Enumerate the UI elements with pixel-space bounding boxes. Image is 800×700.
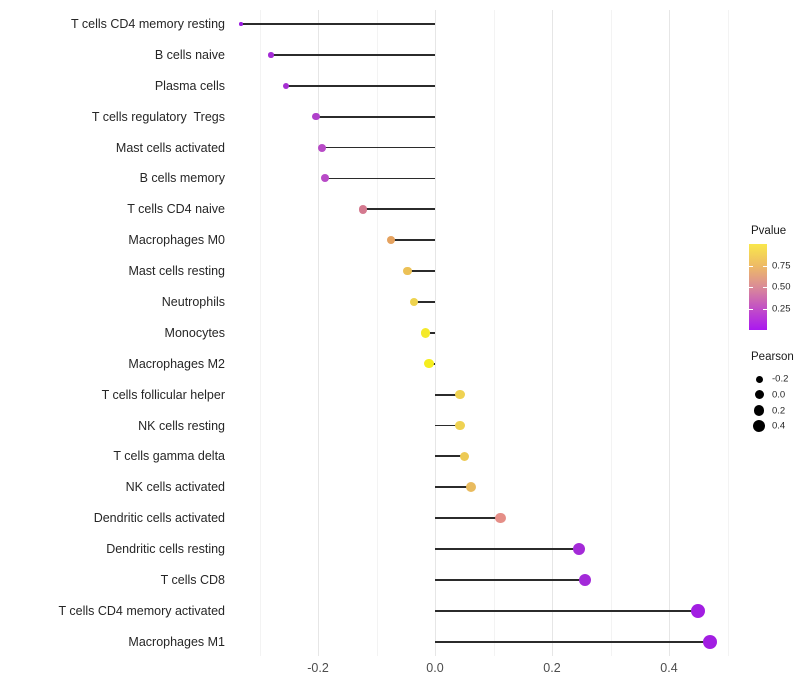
x-axis-tick-label: -0.2 <box>307 661 329 675</box>
y-axis-label: Dendritic cells activated <box>93 511 225 526</box>
lollipop-point <box>358 205 368 214</box>
lollipop-point <box>312 112 320 121</box>
lollipop-stem <box>435 393 461 396</box>
y-axis-label: Macrophages M1 <box>128 634 225 649</box>
lollipop-point <box>579 573 592 586</box>
x-axis-tick-label: 0.2 <box>543 661 561 675</box>
pearson-legend-dot <box>755 375 763 383</box>
lollipop-point <box>420 328 431 338</box>
lollipop-point <box>455 420 465 431</box>
lollipop-point <box>455 389 465 400</box>
pearson-legend-tick-label: -0.2 <box>772 373 789 385</box>
y-axis-label: B cells memory <box>139 171 225 186</box>
lollipop-stem <box>435 486 472 489</box>
pvalue-colorbar-tick <box>749 265 753 267</box>
lollipop-stem <box>435 517 501 520</box>
y-axis-label: T cells CD8 <box>160 572 225 587</box>
y-axis-label: T cells follicular helper <box>101 387 225 402</box>
pvalue-legend-title: Pvalue <box>751 225 787 237</box>
pvalue-colorbar-tick <box>763 308 767 310</box>
lollipop-stem <box>286 84 435 87</box>
lollipop-stem <box>271 53 435 56</box>
pvalue-colorbar <box>749 244 767 330</box>
gridline-minor <box>259 10 261 656</box>
pearson-legend-tick-label: 0.0 <box>772 389 786 401</box>
y-axis-label: Mast cells resting <box>128 264 225 279</box>
lollipop-stem <box>322 146 435 149</box>
pearson-legend-tick-label: 0.4 <box>772 420 786 432</box>
y-axis-label: T cells CD4 memory activated <box>58 603 226 618</box>
y-axis-label: T cells regulatory Tregs <box>91 109 225 124</box>
lollipop-point <box>691 603 706 618</box>
gridline-major <box>552 10 553 656</box>
pearson-legend-dot <box>754 390 764 400</box>
lollipop-point <box>702 634 717 649</box>
lollipop-stem <box>391 239 435 242</box>
lollipop-stem <box>325 177 435 180</box>
lollipop-stem <box>435 424 461 427</box>
lollipop-point <box>268 52 274 58</box>
pearson-legend-dot <box>753 405 765 416</box>
lollipop-point <box>409 297 419 307</box>
y-axis-label: Mast cells activated <box>115 140 225 155</box>
y-axis-label: Plasma cells <box>154 78 225 93</box>
lollipop-stem <box>240 23 435 25</box>
lollipop-stem <box>363 208 435 211</box>
gridline-major <box>435 10 436 656</box>
gridline-minor <box>727 10 729 656</box>
y-axis-label: T cells CD4 memory resting <box>71 17 225 31</box>
pvalue-colorbar-tick <box>763 287 767 288</box>
y-axis-label: Macrophages M2 <box>128 356 225 371</box>
lollipop-stem <box>413 301 435 303</box>
pvalue-colorbar-tick <box>749 287 753 288</box>
lollipop-stem <box>435 455 465 458</box>
lollipop-stem <box>435 548 580 550</box>
lollipop-point <box>495 512 506 524</box>
gridline-minor <box>376 10 378 656</box>
lollipop-point <box>239 22 243 26</box>
y-axis-label: NK cells activated <box>125 480 225 495</box>
lollipop-stem <box>316 115 435 118</box>
gridline-minor <box>493 10 495 656</box>
y-axis-label: Neutrophils <box>161 294 225 309</box>
y-axis-label: B cells naive <box>154 47 225 62</box>
lollipop-point <box>386 235 396 245</box>
gridline-major <box>669 10 670 656</box>
pvalue-legend-tick-label: 0.75 <box>772 260 791 271</box>
lollipop-point <box>466 482 477 493</box>
y-axis-label: T cells gamma delta <box>113 449 225 464</box>
lollipop-point <box>283 82 290 89</box>
gridline-minor <box>610 10 612 656</box>
lollipop-stem <box>435 579 586 581</box>
lollipop-point <box>424 358 434 369</box>
pearson-legend-title: Pearson <box>751 351 794 363</box>
pvalue-colorbar-tick <box>763 265 767 267</box>
lollipop-stem <box>435 609 699 612</box>
gridline-major <box>318 10 319 656</box>
y-axis-label: Macrophages M0 <box>128 233 225 248</box>
x-axis-tick-label: 0.4 <box>660 661 678 675</box>
lollipop-stem <box>435 640 710 643</box>
pearson-legend-dot <box>753 420 765 433</box>
y-axis-label: NK cells resting <box>138 418 225 433</box>
lollipop-point <box>403 266 412 276</box>
lollipop-point <box>573 543 586 556</box>
y-axis-label: Dendritic cells resting <box>106 542 225 557</box>
lollipop-point <box>321 174 330 183</box>
y-axis-label: Monocytes <box>164 325 225 340</box>
lollipop-point <box>318 143 327 152</box>
pvalue-colorbar-tick <box>749 308 753 310</box>
x-axis-tick-label: 0.0 <box>426 661 444 675</box>
pvalue-legend-tick-label: 0.25 <box>772 303 791 314</box>
lollipop-stem <box>407 270 435 272</box>
pvalue-legend-tick-label: 0.50 <box>772 281 791 293</box>
y-axis-label: T cells CD4 naive <box>127 202 225 217</box>
lollipop-point <box>459 451 469 462</box>
lollipop-stem <box>425 331 435 334</box>
pearson-legend-tick-label: 0.2 <box>772 405 786 417</box>
